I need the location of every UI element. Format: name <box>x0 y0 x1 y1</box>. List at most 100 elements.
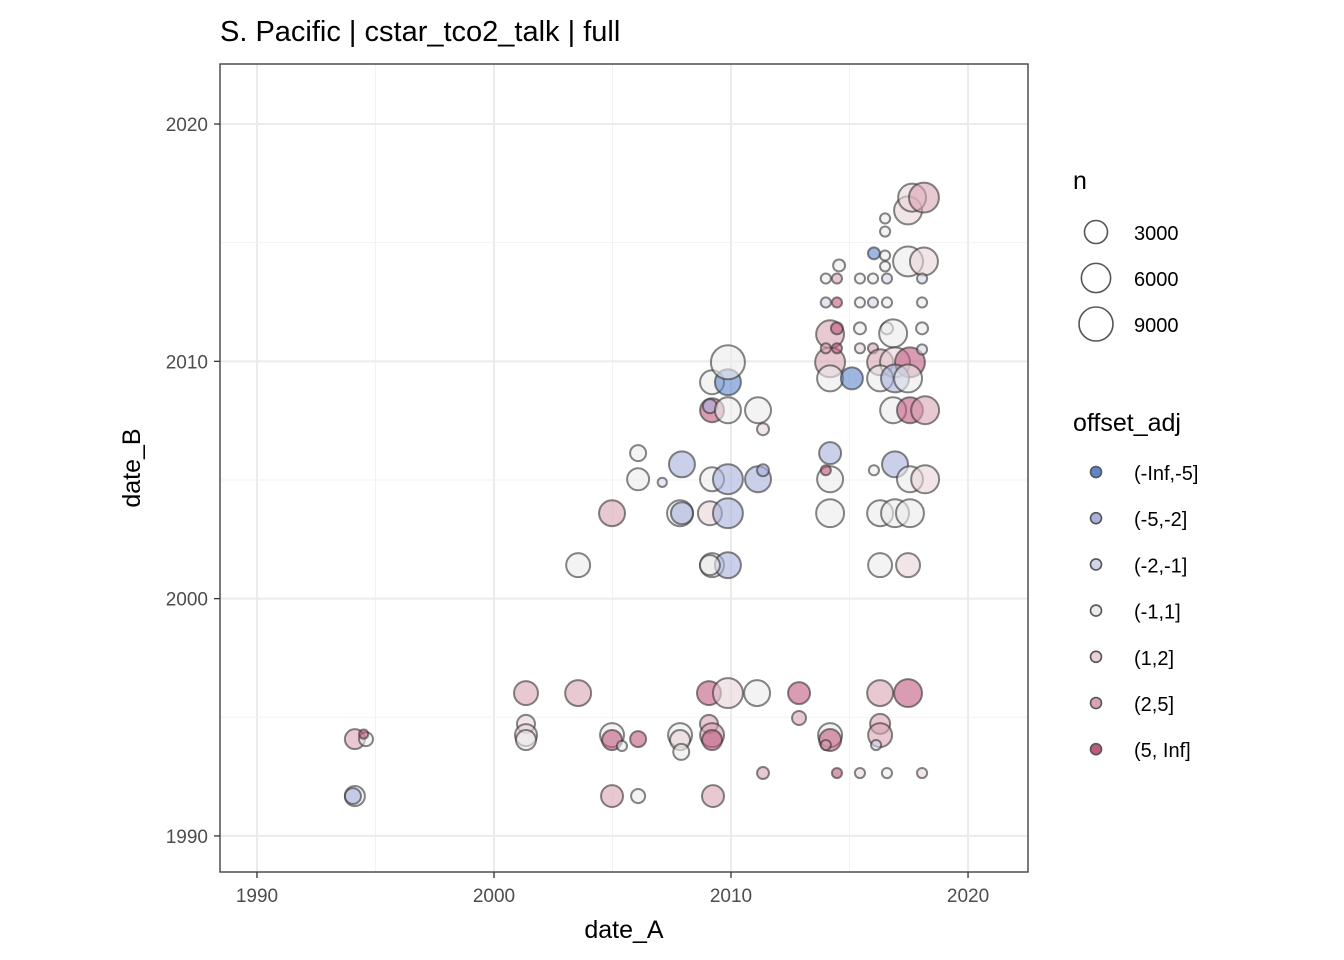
color-legend-key <box>1089 650 1103 664</box>
data-point <box>815 498 846 529</box>
data-point <box>615 739 629 753</box>
color-legend-label: (-1,1] <box>1134 602 1181 624</box>
data-point <box>879 260 892 273</box>
data-point <box>756 463 770 478</box>
data-point <box>358 728 370 740</box>
size-legend-key <box>1078 306 1114 342</box>
data-point <box>894 498 925 529</box>
data-point <box>819 272 832 285</box>
color-legend-label: (-5,-2] <box>1134 509 1187 531</box>
data-point <box>853 342 867 355</box>
axes: 1990 2000 2010 2020 1990 2000 2010 2020 <box>166 115 989 907</box>
data-point <box>629 444 648 463</box>
data-point <box>787 681 812 706</box>
data-point <box>915 766 929 780</box>
y-tick-label: 2010 <box>166 352 208 373</box>
color-legend-title: offset_adj <box>1073 409 1181 437</box>
data-point <box>626 467 651 492</box>
data-point <box>672 742 691 761</box>
color-legend-key <box>1089 742 1103 756</box>
color-legend-key <box>1089 558 1103 571</box>
data-point <box>819 296 832 309</box>
points <box>343 181 941 809</box>
data-point <box>816 364 845 393</box>
data-point <box>756 766 770 781</box>
data-point <box>866 679 895 708</box>
data-point <box>907 181 940 214</box>
size-legend-label: 3000 <box>1134 223 1179 245</box>
data-point <box>915 272 929 285</box>
color-legend-key <box>1089 465 1103 479</box>
data-point <box>878 318 909 349</box>
data-point <box>744 396 773 425</box>
data-point <box>819 464 832 477</box>
size-legend-label: 6000 <box>1134 269 1179 291</box>
data-point <box>514 729 537 752</box>
data-point <box>818 441 843 466</box>
data-point <box>893 363 924 394</box>
data-point <box>711 497 744 530</box>
data-point <box>853 766 867 780</box>
data-point <box>513 680 539 707</box>
x-tick-label: 2010 <box>710 886 752 907</box>
data-point <box>630 788 647 805</box>
data-point <box>879 249 892 262</box>
data-point <box>866 272 880 285</box>
data-point <box>830 296 844 309</box>
data-point <box>830 342 844 355</box>
data-point <box>656 476 668 488</box>
data-point <box>713 396 742 425</box>
chart-title: S. Pacific | cstar_tco2_talk | full <box>220 16 620 48</box>
data-point <box>867 552 894 579</box>
data-point <box>915 321 930 336</box>
size-legend: 3000 6000 9000 <box>1078 219 1179 342</box>
color-legend-label: (1,2] <box>1134 648 1174 670</box>
data-point <box>853 296 867 309</box>
y-axis-title: date_B <box>118 428 146 507</box>
data-point <box>910 464 941 495</box>
x-tick-label: 1990 <box>236 886 278 907</box>
data-point <box>629 730 648 749</box>
x-axis-title: date_A <box>584 916 664 944</box>
data-point <box>839 366 864 391</box>
data-point <box>866 246 881 261</box>
data-point <box>829 321 844 336</box>
data-point <box>711 677 744 710</box>
data-point <box>915 296 929 309</box>
color-legend-label: (2,5] <box>1134 694 1174 716</box>
data-point <box>600 784 625 809</box>
data-point <box>698 554 721 577</box>
color-legend-key <box>1089 604 1103 617</box>
size-legend-key <box>1080 262 1112 294</box>
x-tick-label: 2020 <box>947 886 989 907</box>
data-point <box>564 679 593 708</box>
data-point <box>866 296 880 309</box>
data-point <box>879 212 892 225</box>
data-point <box>743 679 772 708</box>
data-point <box>895 552 922 579</box>
color-legend-key <box>1089 696 1103 710</box>
color-legend: (-Inf,-5] (-5,-2] (-2,-1] (-1,1] (1,2] (2,5] (… <box>1089 463 1198 762</box>
data-point <box>343 787 362 806</box>
legend: n 3000 6000 9000 offset_adj (-Inf,-5] (-5,-… <box>1073 167 1198 762</box>
data-point <box>565 552 592 579</box>
color-legend-label: (5, Inf] <box>1134 740 1191 762</box>
data-point <box>879 225 892 238</box>
data-point <box>756 422 770 437</box>
data-point <box>819 738 832 752</box>
data-point <box>832 258 847 273</box>
data-point <box>709 344 746 381</box>
size-legend-label: 9000 <box>1134 315 1179 337</box>
data-point <box>701 729 724 752</box>
data-point <box>870 738 883 752</box>
data-point <box>701 784 726 809</box>
data-point <box>867 464 880 477</box>
size-legend-key <box>1083 219 1109 245</box>
data-point <box>791 709 808 726</box>
data-point <box>880 272 894 285</box>
data-point <box>830 766 844 780</box>
data-point <box>880 296 894 309</box>
color-legend-key <box>1089 511 1103 525</box>
y-tick-label: 2020 <box>166 115 208 136</box>
